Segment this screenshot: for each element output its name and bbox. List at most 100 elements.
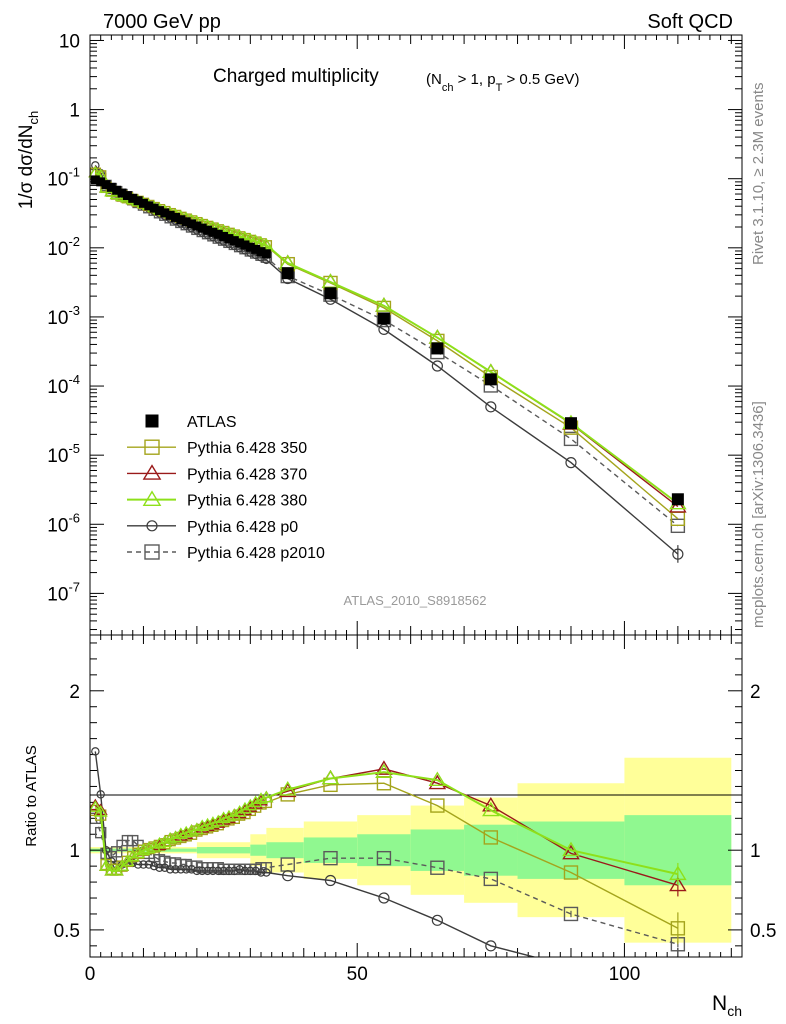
ratio-x-tick-labels: 0 50 100 xyxy=(85,964,641,985)
stat-uncertainty-band xyxy=(464,824,518,876)
data-point xyxy=(152,836,167,849)
main-series-layer xyxy=(88,161,687,563)
data-point xyxy=(562,844,580,860)
data-point xyxy=(282,870,294,882)
data-point xyxy=(378,892,390,904)
main-y-tick-label: 10 xyxy=(59,31,80,52)
main-y-tick-label: 1 xyxy=(69,101,80,122)
analysis-id-label: ATLAS_2010_S8918562 xyxy=(344,593,487,608)
legend-item: Pythia 6.428 370 xyxy=(127,464,307,483)
stat-uncertainty-band xyxy=(196,847,251,854)
main-title: Charged multiplicity (Nch > 1, pT > 0.5 … xyxy=(213,66,579,94)
data-point xyxy=(251,866,260,876)
data-point xyxy=(431,360,443,372)
data-point xyxy=(165,865,175,874)
ratio-line xyxy=(94,751,537,957)
data-point xyxy=(200,817,215,830)
data-point xyxy=(219,866,228,876)
data-point xyxy=(157,835,172,847)
ratio-y-axis-title: Ratio to ATLAS xyxy=(23,745,40,846)
data-point xyxy=(483,830,499,845)
chart-title-cut: (Nch > 1, pT > 0.5 GeV) xyxy=(426,71,579,94)
data-point xyxy=(171,865,180,874)
data-point xyxy=(232,805,247,817)
data-point xyxy=(214,866,223,876)
data-point xyxy=(195,819,210,832)
stat-uncertainty-band xyxy=(357,834,411,867)
data-point xyxy=(324,287,337,300)
data-point xyxy=(431,914,443,926)
legend-item: Pythia 6.428 p0 xyxy=(127,519,298,536)
data-point xyxy=(101,845,111,855)
data-point xyxy=(173,827,188,840)
main-y-tick-label: 10-6 xyxy=(47,510,80,536)
data-point xyxy=(144,544,160,560)
data-point xyxy=(484,373,497,386)
ratio-uncertainty-bands xyxy=(90,757,732,943)
data-point xyxy=(563,431,579,447)
data-point xyxy=(145,414,159,428)
data-point xyxy=(93,805,108,817)
ratio-series-layer xyxy=(90,747,687,957)
main-y-axis-title: 1/σ dσ/dNch xyxy=(16,111,41,209)
data-point xyxy=(482,801,500,817)
legend-item: Pythia 6.428 p2010 xyxy=(127,544,325,562)
data-point xyxy=(139,860,148,869)
data-point xyxy=(131,846,146,859)
data-point xyxy=(179,825,194,838)
main-y-tick-label: 10-5 xyxy=(47,441,80,467)
data-point xyxy=(278,781,297,796)
data-point xyxy=(485,401,497,413)
ratio-y-tick-label-right: 0.5 xyxy=(750,921,776,942)
data-point xyxy=(253,792,269,804)
ratio-panel: 0.5 0.5 1 1 2 2 0 50 100 Ratio to ATLAS Nch xyxy=(23,634,777,1019)
ratio-y-tick-label-right: 2 xyxy=(750,682,761,703)
series-atlas xyxy=(90,175,684,506)
legend: ATLAS Pythia 6.428 350 Pythia 6.428 370 Pyt… xyxy=(127,414,325,562)
data-point xyxy=(91,747,100,756)
data-point xyxy=(262,868,271,877)
stat-uncertainty-band xyxy=(410,829,465,871)
data-point xyxy=(563,865,579,880)
ratio-x-tick-label: 0 xyxy=(85,964,96,985)
legend-label: Pythia 6.428 370 xyxy=(187,466,307,483)
data-point xyxy=(208,866,218,876)
data-point xyxy=(142,464,162,480)
data-point xyxy=(176,865,186,874)
ratio-x-tick-label: 50 xyxy=(347,964,368,985)
ratio-series-clip xyxy=(90,747,687,957)
ratio-x-tick-label: 100 xyxy=(609,964,641,985)
data-point xyxy=(230,866,239,876)
data-point xyxy=(562,841,580,857)
legend-label: ATLAS xyxy=(187,414,237,431)
data-point xyxy=(147,840,162,852)
data-point xyxy=(155,863,164,872)
main-axis-ticks xyxy=(89,35,742,635)
data-point xyxy=(96,790,105,799)
ratio-y-tick-labels: 0.5 0.5 1 1 2 2 xyxy=(54,682,777,942)
data-point xyxy=(144,439,160,455)
data-point xyxy=(144,860,154,869)
data-point xyxy=(243,798,258,811)
energy-label: 7000 GeV pp xyxy=(103,11,221,33)
stat-uncertainty-band xyxy=(266,842,304,859)
data-point xyxy=(160,863,170,872)
ratio-axis-ticks xyxy=(89,635,742,957)
data-point xyxy=(205,816,220,828)
legend-item: ATLAS xyxy=(145,414,237,431)
data-point xyxy=(216,811,231,824)
data-point xyxy=(324,874,337,887)
data-point xyxy=(224,866,234,876)
data-point xyxy=(163,832,178,844)
legend-label: Pythia 6.428 350 xyxy=(187,440,307,457)
data-point xyxy=(430,798,445,813)
main-y-tick-label: 10-3 xyxy=(47,303,80,329)
data-point xyxy=(430,860,445,875)
data-point xyxy=(90,798,103,811)
data-point xyxy=(149,861,159,871)
legend-item: Pythia 6.428 350 xyxy=(127,439,307,457)
ratio-series-pythia-6-428-380 xyxy=(90,763,687,886)
main-distribution-panel: 10-7 10-6 10-5 10-4 10-3 10-2 10-1 1 10 Charged … xyxy=(16,31,743,636)
data-point xyxy=(259,238,274,250)
